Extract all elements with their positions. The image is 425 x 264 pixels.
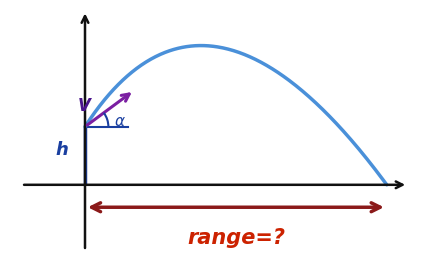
Text: α: α	[115, 114, 125, 129]
Text: V: V	[77, 97, 90, 115]
Text: range=?: range=?	[187, 228, 285, 248]
Text: h: h	[55, 142, 68, 159]
